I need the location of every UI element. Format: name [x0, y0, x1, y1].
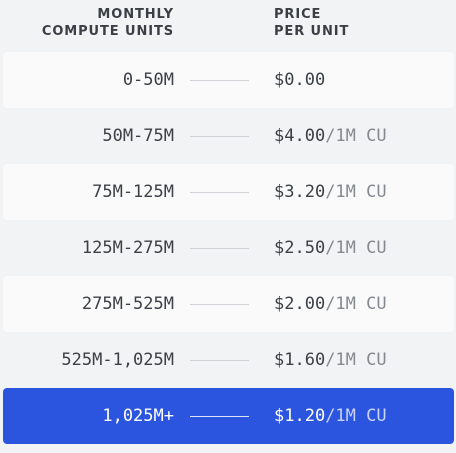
tier-range: 525M-1,025M	[61, 350, 174, 370]
row-divider-dash	[190, 80, 249, 81]
tier-price: $0.00	[274, 52, 325, 108]
tier-row-1025m-plus-highlighted: 1,025M+ $1.20/1M CU	[0, 388, 456, 444]
tier-price: $2.50/1M CU	[274, 220, 387, 276]
price-amount: $1.20	[274, 406, 326, 426]
tier-range: 275M-525M	[81, 294, 174, 314]
price-amount: $4.00	[274, 126, 326, 146]
price-amount: $1.60	[274, 350, 326, 370]
tier-price: $1.20/1M CU	[274, 388, 387, 444]
price-amount: $0.00	[274, 70, 326, 90]
header-per-unit: PER UNIT	[274, 24, 350, 39]
row-divider-dash	[190, 304, 249, 305]
price-unit: /1M CU	[325, 182, 387, 202]
compute-units-column-header: MONTHLY COMPUTE UNITS	[42, 6, 174, 40]
price-amount: $3.20	[274, 182, 326, 202]
price-unit: /1M CU	[325, 294, 387, 314]
price-unit: /1M CU	[325, 350, 387, 370]
header-monthly: MONTHLY	[97, 7, 174, 22]
tier-range: 50M-75M	[102, 126, 174, 146]
tier-row-0-50m: 0-50M $0.00	[0, 52, 456, 108]
tier-row-75m-125m: 75M-125M $3.20/1M CU	[0, 164, 456, 220]
tier-row-275m-525m: 275M-525M $2.00/1M CU	[0, 276, 456, 332]
tier-price: $2.00/1M CU	[274, 276, 387, 332]
tier-row-525m-1025m: 525M-1,025M $1.60/1M CU	[0, 332, 456, 388]
tier-range: 125M-275M	[81, 238, 174, 258]
tier-range: 75M-125M	[92, 182, 174, 202]
tier-range: 0-50M	[122, 70, 174, 90]
pricing-table-header: MONTHLY COMPUTE UNITS PRICE PER UNIT	[0, 0, 456, 50]
row-divider-dash	[190, 192, 249, 193]
pricing-tier-table: 0-50M $0.00 50M-75M $4.00/1M CU 75M-125M…	[0, 52, 456, 444]
tier-row-125m-275m: 125M-275M $2.50/1M CU	[0, 220, 456, 276]
row-divider-dash	[190, 248, 249, 249]
price-unit: /1M CU	[325, 126, 387, 146]
tier-range: 1,025M+	[102, 406, 174, 426]
price-amount: $2.50	[274, 238, 326, 258]
header-compute-units: COMPUTE UNITS	[41, 24, 174, 39]
price-column-header: PRICE PER UNIT	[274, 6, 349, 40]
row-divider-dash	[190, 360, 249, 361]
tier-row-50m-75m: 50M-75M $4.00/1M CU	[0, 108, 456, 164]
price-amount: $2.00	[274, 294, 326, 314]
tier-price: $4.00/1M CU	[274, 108, 387, 164]
tier-price: $1.60/1M CU	[274, 332, 387, 388]
tier-price: $3.20/1M CU	[274, 164, 387, 220]
header-price: PRICE	[274, 7, 322, 22]
row-divider-dash	[190, 416, 249, 417]
row-divider-dash	[190, 136, 249, 137]
price-unit: /1M CU	[325, 406, 387, 426]
price-unit: /1M CU	[325, 238, 387, 258]
